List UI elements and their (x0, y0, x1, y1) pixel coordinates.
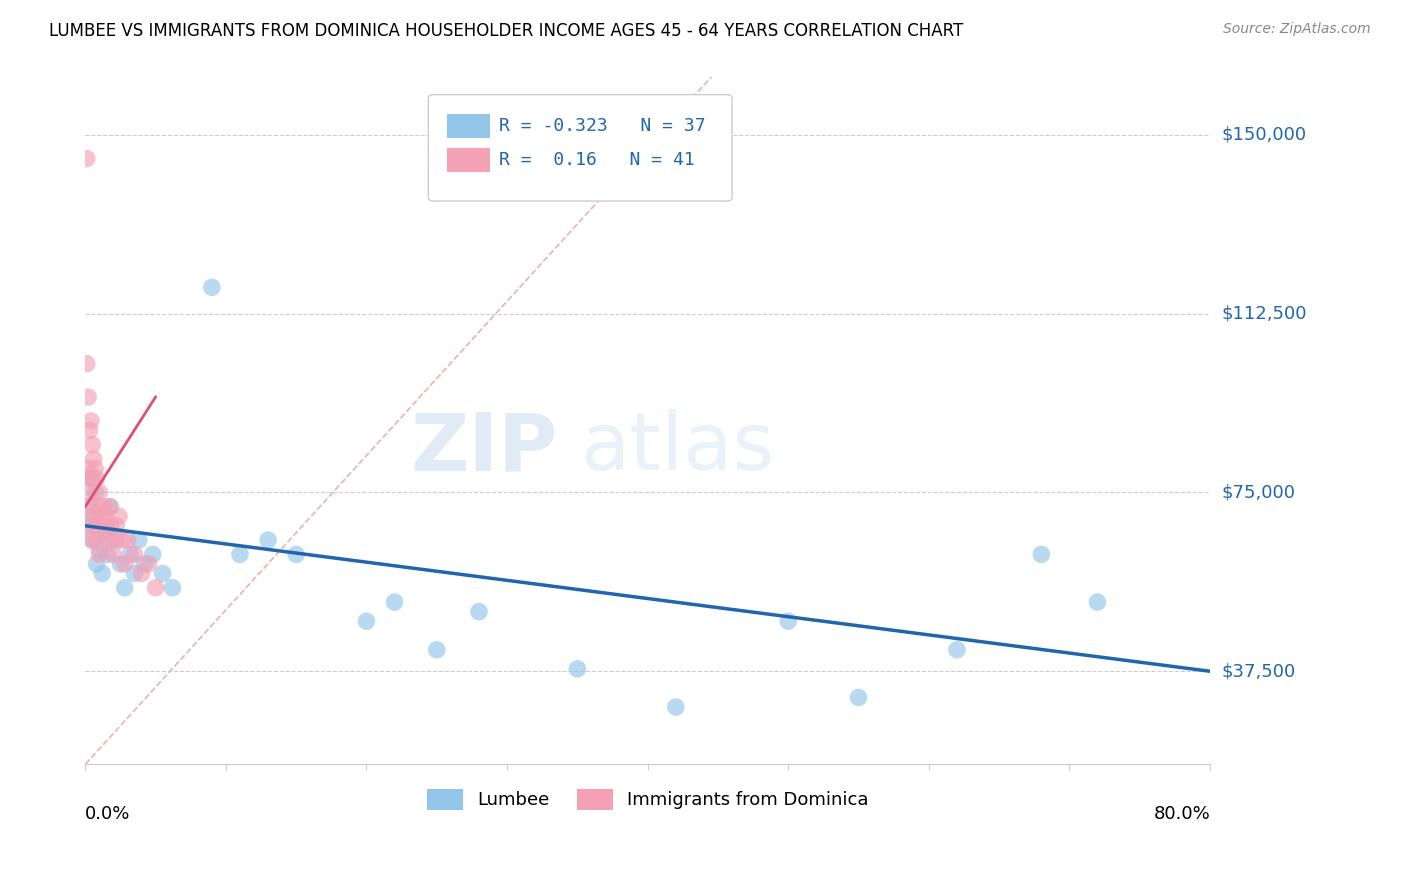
Point (142, 548, 165, 562)
Point (356, 614, 378, 628)
Point (89, 485, 111, 500)
Point (76, 471, 98, 485)
Point (114, 557, 136, 571)
Point (89, 542, 111, 557)
Point (79, 424, 101, 438)
Bar (447, 114, 491, 138)
Point (83, 509, 105, 524)
Point (124, 566, 146, 581)
Point (82, 533, 104, 547)
Text: LUMBEE VS IMMIGRANTS FROM DOMINICA HOUSEHOLDER INCOME AGES 45 - 64 YEARS CORRELA: LUMBEE VS IMMIGRANTS FROM DOMINICA HOUSE… (49, 22, 963, 40)
Point (79, 485, 101, 500)
Point (105, 518, 128, 533)
Point (110, 557, 132, 571)
Legend: Lumbee, Immigrants from Dominica: Lumbee, Immigrants from Dominica (419, 781, 876, 817)
Point (83, 452, 105, 467)
Point (97, 548, 120, 562)
Point (86, 533, 108, 547)
Point (152, 566, 174, 581)
Point (285, 548, 308, 562)
Point (138, 557, 160, 571)
Text: $112,500: $112,500 (1222, 304, 1306, 323)
Point (105, 533, 128, 547)
Point (94, 509, 117, 524)
Point (96, 518, 118, 533)
Point (82, 438, 104, 452)
Point (94, 524, 117, 538)
Point (84, 485, 107, 500)
Text: $37,500: $37,500 (1222, 662, 1295, 681)
Text: ZIP: ZIP (411, 409, 558, 487)
Point (90, 509, 112, 524)
Text: 0.0%: 0.0% (86, 805, 131, 823)
Point (84, 518, 107, 533)
Point (134, 557, 156, 571)
Point (567, 662, 589, 676)
Point (1031, 548, 1053, 562)
Text: R = -0.323   N = 37: R = -0.323 N = 37 (499, 117, 706, 135)
Point (77, 461, 100, 475)
Point (778, 614, 800, 628)
Point (91, 566, 114, 581)
Point (257, 533, 280, 547)
Point (97, 533, 120, 547)
Point (93, 500, 115, 514)
Text: $150,000: $150,000 (1222, 126, 1306, 144)
Point (162, 581, 184, 595)
Point (946, 642, 969, 657)
Point (82, 533, 104, 547)
Point (100, 518, 122, 533)
Point (117, 533, 139, 547)
Point (77, 518, 100, 533)
Point (79, 500, 101, 514)
FancyBboxPatch shape (429, 95, 733, 201)
Point (114, 581, 136, 595)
Point (91, 518, 114, 533)
Point (77, 390, 100, 404)
Point (80, 500, 103, 514)
Text: Source: ZipAtlas.com: Source: ZipAtlas.com (1223, 22, 1371, 37)
Point (76, 152, 98, 166)
Point (80, 471, 103, 485)
Point (229, 548, 252, 562)
Point (1087, 595, 1109, 609)
Point (87, 500, 110, 514)
Point (89, 548, 111, 562)
Point (77, 518, 100, 533)
Bar (447, 148, 491, 172)
Point (111, 533, 134, 547)
Point (124, 548, 146, 562)
Point (665, 700, 688, 714)
Text: atlas: atlas (581, 409, 775, 487)
Point (848, 690, 870, 705)
Point (128, 533, 150, 547)
Point (120, 548, 142, 562)
Point (76, 357, 98, 371)
Point (98, 500, 121, 514)
Point (101, 533, 124, 547)
Point (145, 581, 167, 595)
Point (426, 642, 449, 657)
Point (108, 509, 131, 524)
Point (86, 471, 108, 485)
Point (103, 548, 125, 562)
Point (84, 461, 107, 475)
Point (131, 566, 153, 581)
Point (201, 280, 224, 294)
Point (82, 471, 104, 485)
Point (468, 605, 491, 619)
Text: 80.0%: 80.0% (1153, 805, 1211, 823)
Point (80, 414, 103, 428)
Text: $75,000: $75,000 (1222, 483, 1295, 501)
Point (384, 595, 406, 609)
Text: R =  0.16   N = 41: R = 0.16 N = 41 (499, 151, 695, 169)
Point (86, 557, 108, 571)
Point (100, 500, 122, 514)
Point (83, 509, 105, 524)
